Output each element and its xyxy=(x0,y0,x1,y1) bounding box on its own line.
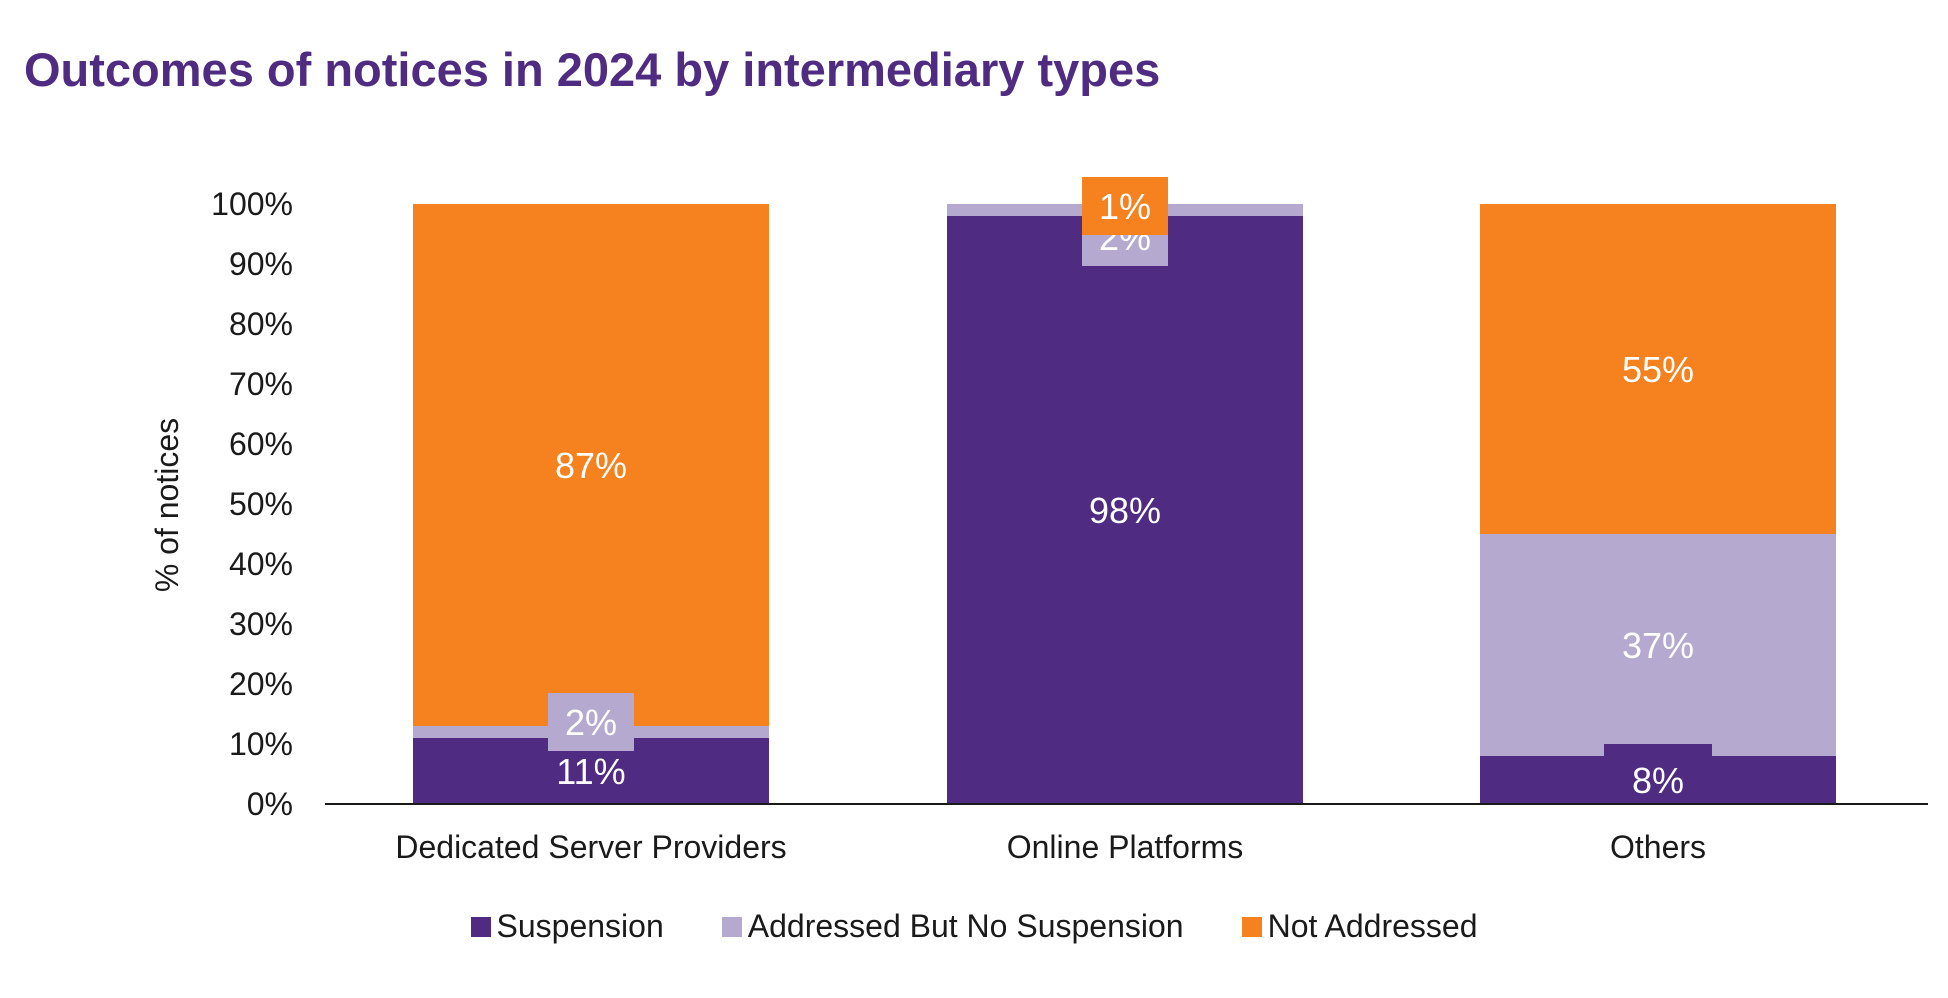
y-tick-label: 80% xyxy=(229,306,293,342)
bars-group xyxy=(413,204,1836,804)
y-tick-label: 30% xyxy=(229,606,293,642)
data-label: 55% xyxy=(1622,349,1694,390)
y-tick-label: 40% xyxy=(229,546,293,582)
bar-segment-suspension xyxy=(1480,756,1836,804)
data-label: 98% xyxy=(1089,490,1161,531)
legend-swatch xyxy=(1241,916,1262,937)
y-axis-title: % of notices xyxy=(149,418,185,592)
data-label: 8% xyxy=(1632,760,1684,801)
y-tick-label: 50% xyxy=(229,486,293,522)
category-labels: Dedicated Server Providers Online Platfor… xyxy=(395,829,1706,865)
y-tick-label: 100% xyxy=(211,186,293,222)
legend-item: Suspension xyxy=(470,908,664,945)
legend-item: Not Addressed xyxy=(1241,908,1478,945)
legend-item: Addressed But No Suspension xyxy=(721,908,1184,945)
legend-label: Addressed But No Suspension xyxy=(747,908,1184,944)
legend: Suspension Addressed But No Suspension Not… xyxy=(0,908,1948,945)
chart-title: Outcomes of notices in 2024 by intermedi… xyxy=(24,43,1161,96)
y-tick-label: 0% xyxy=(247,786,293,822)
legend-label: Not Addressed xyxy=(1267,908,1478,944)
x-category-label: Others xyxy=(1610,829,1706,865)
legend-label: Suspension xyxy=(496,908,664,944)
y-tick-label: 90% xyxy=(229,246,293,282)
y-tick-label: 10% xyxy=(229,726,293,762)
x-category-label: Dedicated Server Providers xyxy=(395,829,786,865)
data-labels-group: 11%2%87%98%2%1%8%37%55% xyxy=(548,177,1712,801)
legend-swatch xyxy=(721,916,742,937)
data-label: 2% xyxy=(565,702,617,743)
y-axis-ticks: 0% 10% 20% 30% 40% 50% 60% 70% 80% 90% 100% xyxy=(211,186,293,822)
data-label: 11% xyxy=(556,751,625,792)
x-category-label: Online Platforms xyxy=(1007,829,1244,865)
y-tick-label: 60% xyxy=(229,426,293,462)
legend-swatch xyxy=(470,916,491,937)
data-label: 1% xyxy=(1099,186,1151,227)
data-label: 37% xyxy=(1622,625,1694,666)
bar-segment-addressed-but-no-suspension xyxy=(1480,534,1836,756)
bar-segment-suspension xyxy=(947,216,1303,804)
data-label-box xyxy=(548,693,634,751)
bar-segment-not-addressed xyxy=(1480,204,1836,534)
y-tick-label: 70% xyxy=(229,366,293,402)
bar-segment-not-addressed xyxy=(413,204,769,726)
data-label-box xyxy=(1082,177,1168,235)
data-label: 87% xyxy=(555,445,627,486)
data-label-box xyxy=(1604,744,1712,758)
y-tick-label: 20% xyxy=(229,666,293,702)
